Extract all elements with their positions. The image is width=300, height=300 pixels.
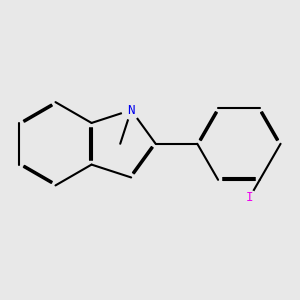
Text: I: I [246, 191, 253, 204]
Circle shape [122, 101, 140, 119]
Circle shape [242, 190, 257, 206]
Text: N: N [128, 103, 135, 117]
